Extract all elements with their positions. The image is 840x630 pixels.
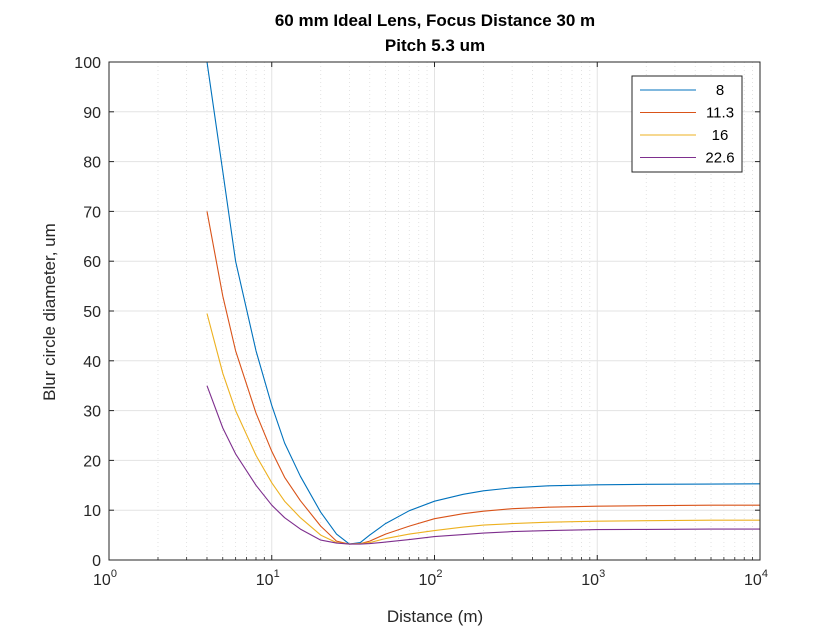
y-axis-label: Blur circle diameter, um <box>40 223 59 401</box>
y-tick-label: 20 <box>83 453 101 470</box>
x-tick-base: 10 <box>581 572 599 589</box>
chart-title: 60 mm Ideal Lens, Focus Distance 30 m <box>275 11 595 30</box>
y-tick-label: 60 <box>83 254 101 271</box>
series-line-11.3 <box>206 211 760 545</box>
series-line-16 <box>206 313 760 545</box>
y-tick-label: 10 <box>83 503 101 520</box>
y-tick-label: 70 <box>83 204 101 221</box>
x-tick-exponent: 4 <box>762 568 768 580</box>
legend: 8 11.3 16 22.6 <box>631 75 743 173</box>
legend-box <box>631 75 743 173</box>
x-tick-label: 103 <box>581 568 605 589</box>
y-tick-label: 30 <box>83 404 101 421</box>
x-tick-label: 100 <box>93 568 117 589</box>
x-tick-label: 104 <box>744 568 768 589</box>
x-tick-exponent: 2 <box>436 568 442 580</box>
x-tick-base: 10 <box>419 572 437 589</box>
x-tick-base: 10 <box>93 572 111 589</box>
chart-subtitle: Pitch 5.3 um <box>385 36 485 55</box>
x-axis-ticks: 100 101 102 103 104 <box>93 62 768 589</box>
y-tick-label: 50 <box>83 304 101 321</box>
x-tick-base: 10 <box>744 572 762 589</box>
legend-label-8: 8 <box>716 82 724 99</box>
x-tick-exponent: 0 <box>111 568 117 580</box>
x-tick-exponent: 1 <box>274 568 280 580</box>
series-layer <box>206 61 761 545</box>
y-tick-label: 0 <box>92 553 101 570</box>
legend-label-11.3: 11.3 <box>706 105 734 122</box>
y-tick-label: 90 <box>83 105 101 122</box>
legend-label-16: 16 <box>712 127 729 144</box>
x-tick-label: 101 <box>256 568 280 589</box>
x-tick-label: 102 <box>419 568 443 589</box>
x-axis-label: Distance (m) <box>387 607 483 626</box>
y-tick-label: 80 <box>83 155 101 172</box>
series-line-8 <box>206 61 761 545</box>
series-line-22.6 <box>206 385 760 545</box>
y-tick-label: 40 <box>83 354 101 371</box>
legend-label-22.6: 22.6 <box>705 150 734 167</box>
y-axis-ticks: 0 10 20 30 40 50 60 70 80 90 100 <box>74 55 760 570</box>
y-tick-label: 100 <box>74 55 101 72</box>
x-tick-exponent: 3 <box>599 568 605 580</box>
x-tick-base: 10 <box>256 572 274 589</box>
